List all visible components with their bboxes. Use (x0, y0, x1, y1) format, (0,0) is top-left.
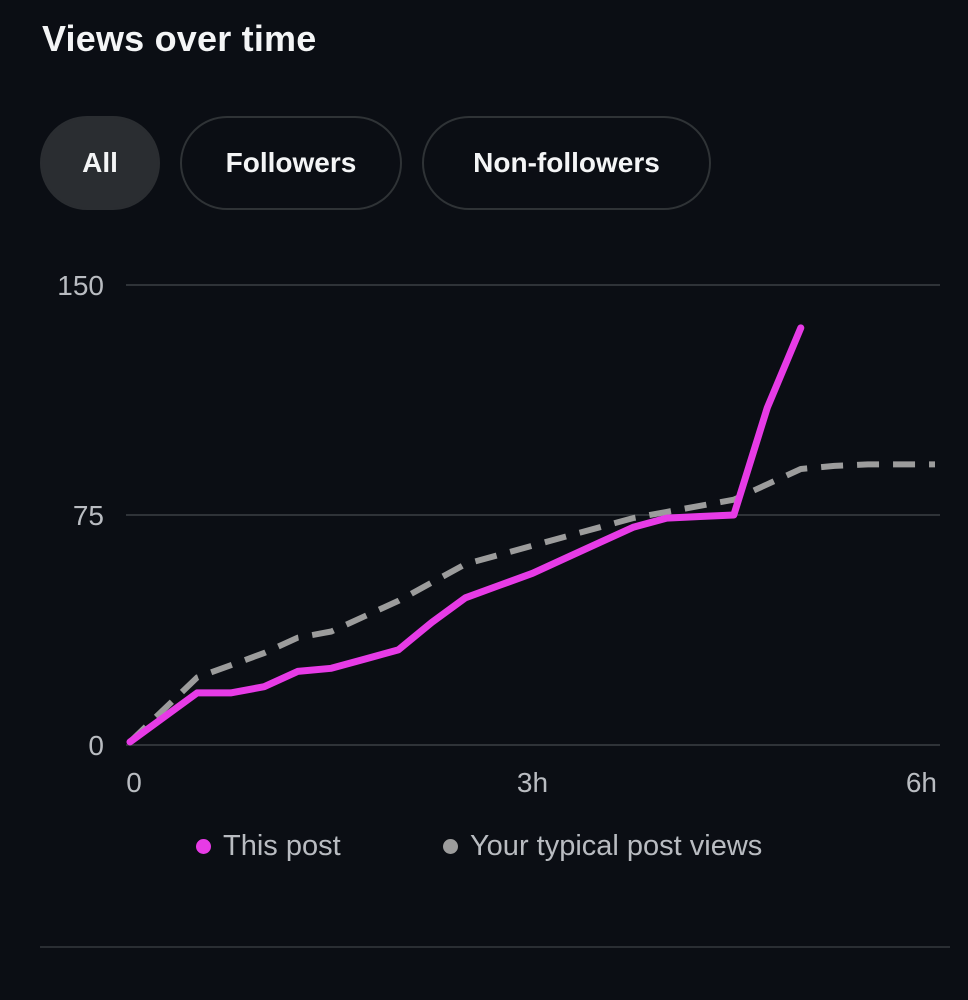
x-tick-label: 3h (517, 767, 548, 798)
audience-filter-tabs: All Followers Non-followers (40, 116, 711, 210)
y-tick-label: 0 (88, 730, 104, 761)
tab-non-followers[interactable]: Non-followers (422, 116, 711, 210)
legend-marker-this-post (196, 839, 211, 854)
legend-item-this-post: This post (196, 830, 341, 863)
legend-label-typical-views: Your typical post views (470, 830, 763, 862)
x-tick-label: 6h (906, 767, 937, 798)
grid-lines (126, 284, 940, 746)
views-line-chart: 0 75 150 0 3h 6h (57, 270, 940, 798)
x-axis-ticks: 0 3h 6h (126, 767, 937, 798)
legend-marker-typical-views (443, 839, 458, 854)
y-tick-label: 150 (57, 270, 104, 301)
chart-legend: This post Your typical post views (0, 830, 968, 870)
tab-all[interactable]: All (40, 116, 160, 210)
legend-item-typical-views: Your typical post views (443, 830, 762, 863)
y-tick-label: 75 (73, 500, 104, 531)
section-divider (40, 946, 950, 948)
series-line-typical-views (127, 461, 935, 745)
page-title: Views over time (42, 18, 317, 59)
y-axis-ticks: 0 75 150 (57, 270, 104, 761)
tab-followers[interactable]: Followers (180, 116, 402, 210)
series-lines (126, 324, 935, 746)
series-line-this-post (126, 324, 805, 746)
legend-label-this-post: This post (223, 830, 341, 862)
x-tick-label: 0 (126, 767, 142, 798)
